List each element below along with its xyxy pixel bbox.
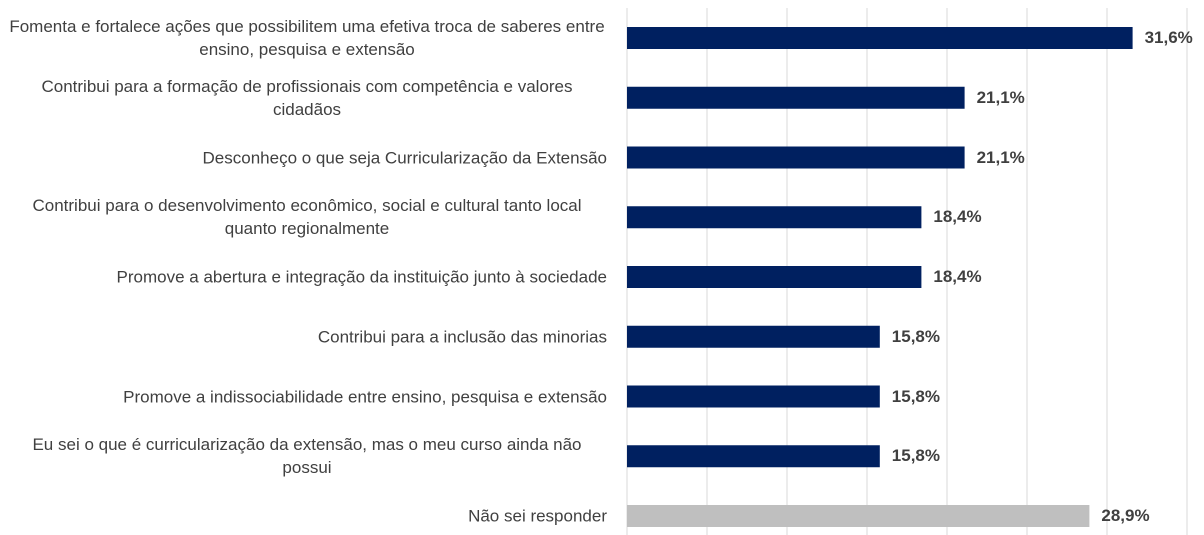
category-label: Fomenta e fortalece ações que possibilit… bbox=[7, 15, 607, 61]
bar bbox=[627, 505, 1090, 527]
category-label-text: Contribui para o desenvolvimento econômi… bbox=[32, 196, 582, 239]
value-label-text: 28,9% bbox=[1101, 506, 1150, 525]
category-label-text: Não sei responder bbox=[468, 506, 607, 526]
category-label-text: Contribui para a inclusão das minorias bbox=[317, 327, 607, 347]
value-label-text: 21,1% bbox=[976, 87, 1025, 107]
category-label: Eu sei o que é curricularização da exten… bbox=[7, 433, 607, 479]
value-label: 18,4% bbox=[933, 267, 981, 287]
value-label-text: 15,8% bbox=[891, 446, 940, 466]
value-label: 15,8% bbox=[892, 387, 940, 407]
category-label-text: Promove a abertura e integração da insti… bbox=[116, 267, 607, 287]
bar bbox=[627, 27, 1133, 49]
value-label-text: 15,8% bbox=[891, 386, 940, 406]
category-label-text: Fomenta e fortalece ações que possibilit… bbox=[9, 17, 605, 59]
bar bbox=[627, 445, 880, 468]
category-label: Contribui para a formação de profissiona… bbox=[7, 75, 607, 121]
category-label: Promove a indissociabilidade entre ensin… bbox=[7, 385, 607, 408]
value-label-text: 21,1% bbox=[976, 147, 1025, 167]
category-label: Contribui para o desenvolvimento econômi… bbox=[7, 194, 607, 240]
category-label-text: Eu sei o que é curricularização da exten… bbox=[32, 435, 582, 478]
value-label: 18,4% bbox=[933, 207, 981, 227]
value-label-text: 18,4% bbox=[933, 267, 982, 286]
bar bbox=[627, 385, 880, 408]
category-label-text: Contribui para a formação de profissiona… bbox=[41, 76, 573, 119]
category-label-text: Desconheço o que seja Curricularização d… bbox=[202, 148, 607, 167]
bar bbox=[627, 86, 965, 109]
value-label: 21,1% bbox=[977, 88, 1025, 108]
bar bbox=[627, 325, 880, 348]
category-label: Contribui para a inclusão das minorias bbox=[7, 325, 607, 348]
bar bbox=[627, 146, 965, 169]
value-label: 31,6% bbox=[1145, 28, 1193, 48]
value-label: 21,1% bbox=[977, 148, 1025, 168]
value-label: 28,9% bbox=[1101, 506, 1149, 526]
category-label: Promove a abertura e integração da insti… bbox=[7, 266, 607, 289]
value-label-text: 15,8% bbox=[891, 326, 940, 346]
value-label: 15,8% bbox=[892, 327, 940, 347]
category-label: Não sei responder bbox=[7, 505, 607, 528]
category-label: Desconheço o que seja Curricularização d… bbox=[7, 146, 607, 169]
value-label: 15,8% bbox=[892, 446, 940, 466]
bar bbox=[627, 206, 922, 229]
bar bbox=[627, 266, 922, 288]
value-label-text: 31,6% bbox=[1144, 28, 1193, 47]
value-label-text: 18,4% bbox=[933, 207, 982, 227]
category-label-text: Promove a indissociabilidade entre ensin… bbox=[123, 387, 607, 406]
